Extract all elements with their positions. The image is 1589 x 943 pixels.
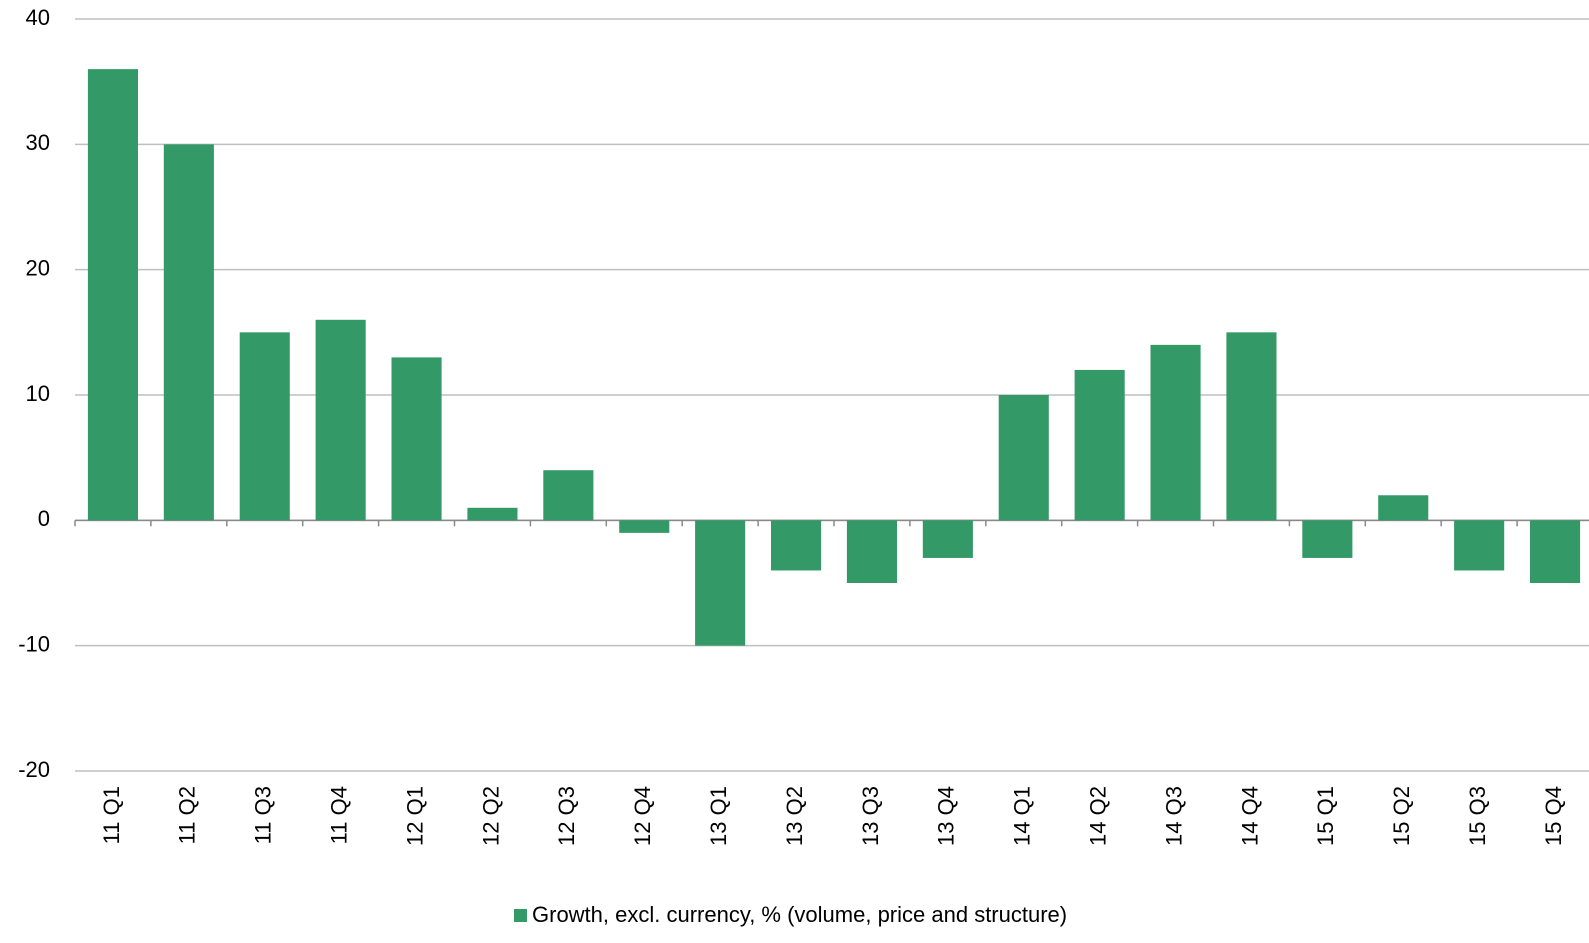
bar [1226,332,1277,521]
y-tick-label: 20 [26,255,50,280]
legend-swatch [514,909,527,922]
bar [1378,495,1429,521]
bar [846,520,897,583]
bar [771,520,822,571]
y-tick-label: 30 [26,130,50,155]
x-tick-label: 12 Q2 [478,786,503,846]
x-tick-label: 12 Q4 [630,786,655,846]
x-tick-label: 11 Q2 [175,786,200,844]
bar [315,319,366,521]
bar [391,357,442,521]
x-tick-label: 15 Q4 [1541,786,1566,846]
x-tick-label: 14 Q1 [1010,786,1035,846]
x-tick-label: 15 Q3 [1465,786,1490,846]
legend-label: Growth, excl. currency, % (volume, price… [532,902,1067,927]
bar [1150,344,1201,521]
x-tick-label: 13 Q2 [782,786,807,846]
x-tick-label: 15 Q1 [1313,786,1338,846]
bar [543,470,594,521]
x-tick-label: 13 Q3 [858,786,883,846]
x-tick-label: 11 Q1 [99,786,124,844]
y-tick-label: 40 [26,5,50,30]
x-tick-label: 11 Q4 [326,786,351,844]
bar [87,69,138,521]
bar [1530,520,1581,583]
bar [998,395,1049,521]
x-tick-label: 14 Q2 [1085,786,1110,846]
x-tick-label: 15 Q2 [1389,786,1414,846]
bar [695,520,746,646]
x-tick-label: 13 Q1 [706,786,731,846]
y-tick-label: 10 [26,381,50,406]
bar [1454,520,1505,571]
x-tick-label: 12 Q3 [554,786,579,846]
y-tick-label: -10 [18,631,50,656]
bar [619,520,670,533]
x-tick-label: 11 Q3 [251,786,276,844]
x-tick-label: 12 Q1 [402,786,427,846]
bar [1074,369,1125,521]
x-tick-label: 13 Q4 [934,786,959,846]
bar [467,507,518,521]
x-tick-label: 14 Q4 [1237,786,1262,846]
bar [163,144,214,521]
y-tick-label: 0 [38,506,50,531]
bar [922,520,973,558]
bar [239,332,290,521]
y-tick-label: -20 [18,757,50,782]
x-tick-label: 14 Q3 [1161,786,1186,846]
bar [1302,520,1353,558]
